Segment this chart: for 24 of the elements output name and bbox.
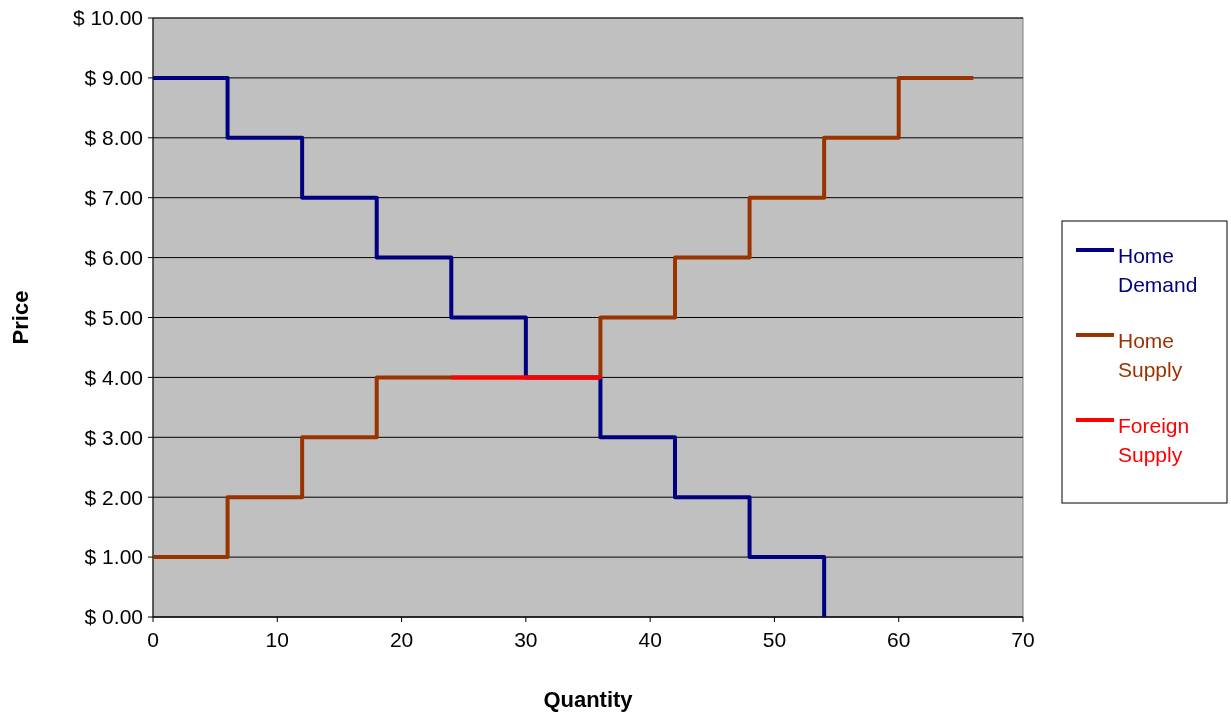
y-tick-label: $ 9.00 [84, 66, 143, 90]
y-tick-label: $ 2.00 [84, 485, 143, 509]
x-tick-label: 20 [389, 628, 414, 651]
x-tick-label: 0 [147, 628, 159, 651]
y-tick-label: $ 8.00 [84, 126, 143, 150]
y-tick-label: $ 0.00 [84, 605, 143, 629]
y-tick-label: $ 4.00 [84, 365, 143, 389]
x-tick-label: 60 [887, 628, 911, 651]
x-tick-label: 40 [638, 628, 662, 651]
y-axis-title: Price [8, 290, 33, 345]
x-axis-title: Quantity [543, 687, 634, 712]
x-tick-label: 30 [514, 628, 538, 651]
x-tick-label: 10 [265, 628, 289, 651]
y-tick-label: $ 5.00 [84, 305, 143, 329]
legend-label: Home Supply [1118, 329, 1183, 381]
y-tick-label: $ 7.00 [84, 186, 143, 210]
y-tick-label: $ 6.00 [84, 245, 143, 269]
legend-label: Home Demand [1118, 244, 1198, 296]
x-tick-label: 50 [762, 628, 787, 651]
y-tick-label: $ 10.00 [72, 6, 143, 30]
legend-label: Foreign Supply [1118, 414, 1190, 466]
y-tick-label: $ 3.00 [84, 425, 143, 449]
x-tick-label: 70 [1011, 628, 1035, 651]
y-tick-label: $ 1.00 [84, 545, 143, 569]
